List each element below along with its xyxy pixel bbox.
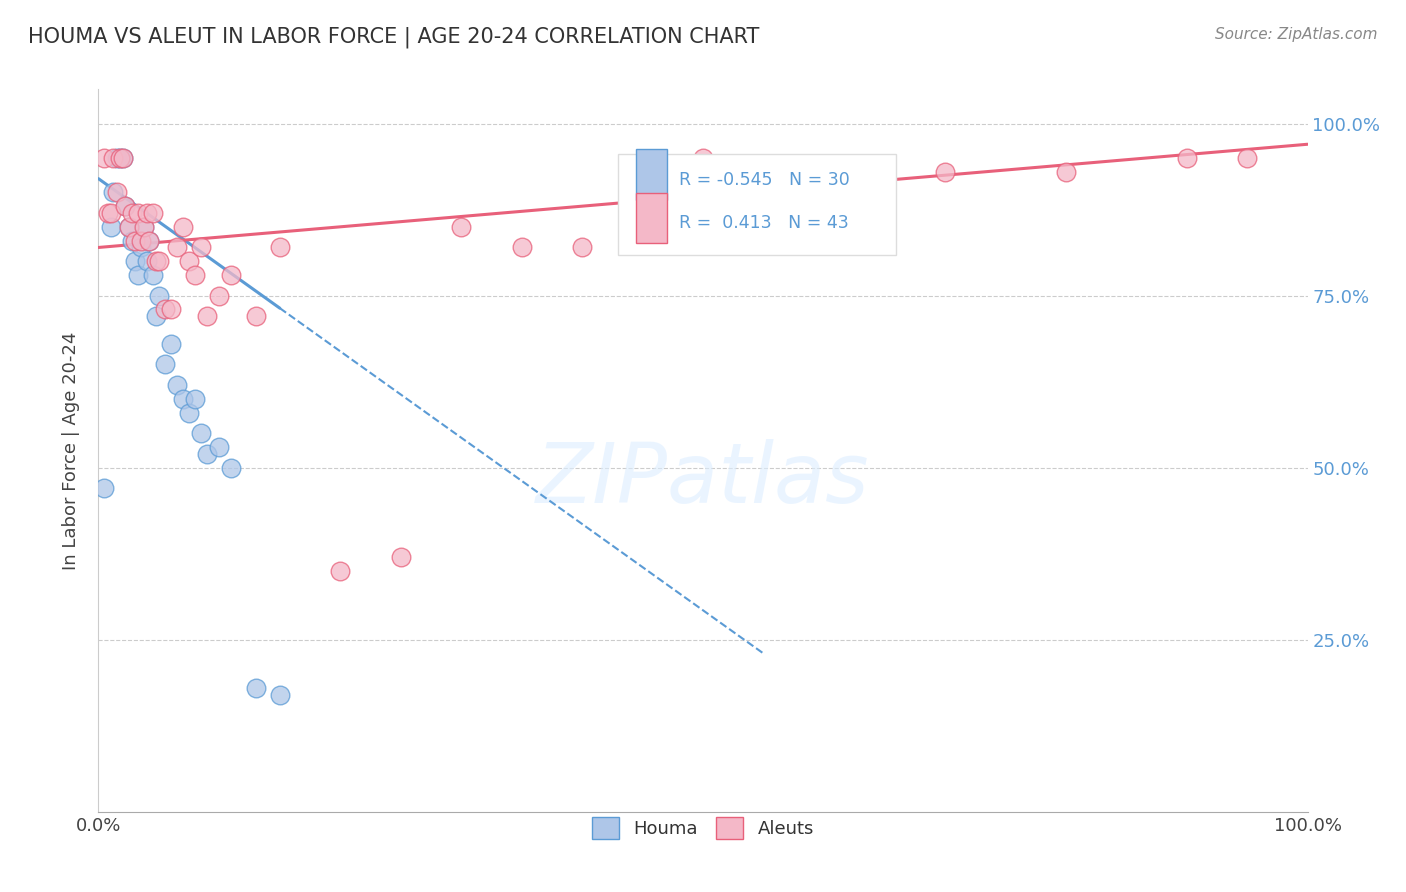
Point	[114, 199, 136, 213]
Point	[93, 481, 115, 495]
Point	[1175, 151, 1198, 165]
Point	[138, 234, 160, 248]
Point	[105, 186, 128, 200]
Point	[100, 206, 122, 220]
Point	[269, 688, 291, 702]
Point	[631, 206, 654, 220]
Point	[124, 254, 146, 268]
Point	[129, 234, 152, 248]
Point	[121, 206, 143, 220]
Point	[153, 302, 176, 317]
Bar	[637, 149, 666, 200]
Bar	[637, 193, 666, 244]
Point	[153, 358, 176, 372]
Point	[692, 151, 714, 165]
Point	[208, 440, 231, 454]
Point	[124, 234, 146, 248]
Point	[172, 392, 194, 406]
Point	[571, 240, 593, 254]
Point	[121, 234, 143, 248]
Y-axis label: In Labor Force | Age 20-24: In Labor Force | Age 20-24	[62, 331, 80, 570]
Point	[135, 254, 157, 268]
Point	[134, 219, 156, 234]
Point	[190, 426, 212, 441]
Text: HOUMA VS ALEUT IN LABOR FORCE | AGE 20-24 CORRELATION CHART: HOUMA VS ALEUT IN LABOR FORCE | AGE 20-2…	[28, 27, 759, 48]
Point	[118, 219, 141, 234]
Point	[245, 310, 267, 324]
Text: R =  0.413   N = 43: R = 0.413 N = 43	[679, 214, 849, 232]
Text: ZIPatlas: ZIPatlas	[536, 439, 870, 520]
Point	[142, 268, 165, 282]
Point	[118, 219, 141, 234]
Point	[195, 447, 218, 461]
Point	[127, 206, 149, 220]
Point	[172, 219, 194, 234]
Point	[145, 254, 167, 268]
Point	[105, 151, 128, 165]
Point	[127, 268, 149, 282]
Point	[329, 564, 352, 578]
Point	[108, 151, 131, 165]
Point	[184, 392, 207, 406]
Point	[179, 406, 201, 420]
Point	[160, 302, 183, 317]
Point	[111, 151, 134, 165]
Legend: Houma, Aleuts: Houma, Aleuts	[585, 810, 821, 846]
Point	[111, 151, 134, 165]
Point	[108, 151, 131, 165]
Point	[934, 165, 956, 179]
Point	[221, 460, 243, 475]
Point	[269, 240, 291, 254]
Point	[510, 240, 533, 254]
Point	[450, 219, 472, 234]
Point	[179, 254, 201, 268]
Point	[166, 240, 188, 254]
Point	[134, 219, 156, 234]
Point	[190, 240, 212, 254]
FancyBboxPatch shape	[619, 154, 897, 255]
Point	[160, 336, 183, 351]
Point	[389, 550, 412, 565]
Point	[101, 186, 124, 200]
Point	[114, 199, 136, 213]
Point	[93, 151, 115, 165]
Point	[148, 288, 170, 302]
Point	[142, 206, 165, 220]
Point	[208, 288, 231, 302]
Text: R = -0.545   N = 30: R = -0.545 N = 30	[679, 170, 849, 188]
Point	[135, 206, 157, 220]
Point	[138, 234, 160, 248]
Point	[245, 681, 267, 695]
Point	[1054, 165, 1077, 179]
Point	[166, 378, 188, 392]
Point	[100, 219, 122, 234]
Point	[184, 268, 207, 282]
Point	[813, 165, 835, 179]
Point	[195, 310, 218, 324]
Point	[129, 240, 152, 254]
Point	[101, 151, 124, 165]
Point	[1236, 151, 1258, 165]
Point	[97, 206, 120, 220]
Point	[221, 268, 243, 282]
Point	[148, 254, 170, 268]
Point	[145, 310, 167, 324]
Text: Source: ZipAtlas.com: Source: ZipAtlas.com	[1215, 27, 1378, 42]
